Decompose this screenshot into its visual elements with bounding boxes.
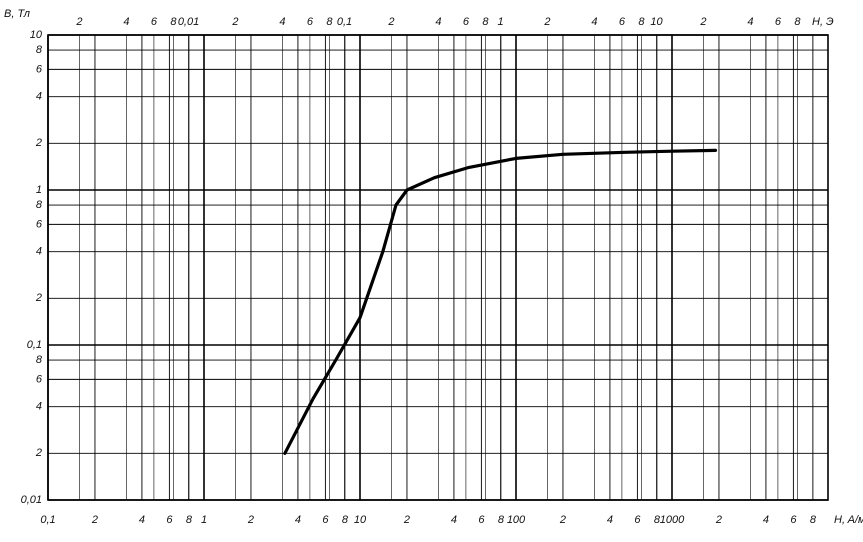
x2-tick-label: 0,1 — [337, 16, 352, 28]
x2-tick-label: 2 — [699, 16, 706, 28]
x-tick-label: 8 — [810, 514, 817, 526]
y-tick-label: 4 — [36, 401, 42, 413]
x-tick-label: 1000 — [660, 514, 685, 526]
x2-tick-label: 4 — [123, 16, 129, 28]
x-tick-label: 2 — [403, 514, 410, 526]
x2-tick-label: 10 — [650, 16, 663, 28]
x-tick-label: 2 — [91, 514, 98, 526]
y-tick-label: 10 — [30, 29, 43, 41]
y-tick-label: 2 — [35, 292, 42, 304]
x2-tick-label: 8 — [170, 16, 177, 28]
plot-frame — [47, 34, 829, 501]
x2-tick-label: 8 — [326, 16, 333, 28]
x-tick-label: 10 — [354, 514, 367, 526]
x-tick-label: 2 — [559, 514, 566, 526]
x2-tick-label: 6 — [463, 16, 470, 28]
x-tick-label: 2 — [715, 514, 722, 526]
x2-tick-label: 4 — [591, 16, 597, 28]
x2-axis-label: H, Э — [812, 16, 834, 28]
y-tick-label: 1 — [36, 184, 42, 196]
x2-tick-label: 6 — [619, 16, 626, 28]
x2-tick-label: 8 — [794, 16, 801, 28]
x2-tick-label: 4 — [279, 16, 285, 28]
y-tick-label: 2 — [35, 447, 42, 459]
x2-tick-label: 6 — [775, 16, 782, 28]
x2-tick-label: 4 — [435, 16, 441, 28]
x-tick-label: 8 — [342, 514, 349, 526]
y-tick-label: 6 — [36, 218, 43, 230]
y-tick-label: 0,01 — [21, 494, 42, 506]
x2-tick-label: 2 — [231, 16, 238, 28]
y-tick-label: 4 — [36, 246, 42, 258]
y-tick-label: 8 — [36, 199, 43, 211]
y-tick-label: 8 — [36, 354, 43, 366]
y-tick-label: 4 — [36, 91, 42, 103]
x-tick-label: 8 — [498, 514, 505, 526]
x-tick-label: 4 — [295, 514, 301, 526]
x2-tick-label: 6 — [307, 16, 314, 28]
x2-tick-label: 6 — [151, 16, 158, 28]
x2-tick-label: 1 — [497, 16, 503, 28]
y-tick-label: 6 — [36, 63, 43, 75]
x-tick-label: 6 — [322, 514, 329, 526]
y-tick-label: 0,1 — [27, 339, 42, 351]
x-tick-label: 4 — [451, 514, 457, 526]
x2-tick-label: 0,01 — [178, 16, 199, 28]
x2-tick-label: 2 — [543, 16, 550, 28]
x-tick-label: 4 — [763, 514, 769, 526]
x-tick-label: 6 — [790, 514, 797, 526]
x2-tick-label: 4 — [747, 16, 753, 28]
x-tick-label: 0,1 — [40, 514, 55, 526]
y-tick-label: 2 — [35, 137, 42, 149]
y-tick-label: 6 — [36, 373, 43, 385]
x2-tick-label: 8 — [638, 16, 645, 28]
x-axis-label: H, A/м — [834, 514, 863, 526]
x2-tick-label: 8 — [482, 16, 489, 28]
x2-tick-label: 2 — [387, 16, 394, 28]
x-tick-label: 6 — [478, 514, 485, 526]
curve — [283, 148, 718, 455]
x2-tick-label: 2 — [75, 16, 82, 28]
x-tick-label: 2 — [247, 514, 254, 526]
x-tick-label: 8 — [186, 514, 193, 526]
y-tick-label: 8 — [36, 44, 43, 56]
x-tick-label: 4 — [139, 514, 145, 526]
x-tick-label: 1 — [201, 514, 207, 526]
x-tick-label: 8 — [654, 514, 661, 526]
y-axis-label: B, Тл — [4, 8, 30, 20]
x-tick-label: 100 — [507, 514, 526, 526]
x-tick-label: 4 — [607, 514, 613, 526]
x-tick-label: 6 — [634, 514, 641, 526]
x-tick-label: 6 — [166, 514, 173, 526]
